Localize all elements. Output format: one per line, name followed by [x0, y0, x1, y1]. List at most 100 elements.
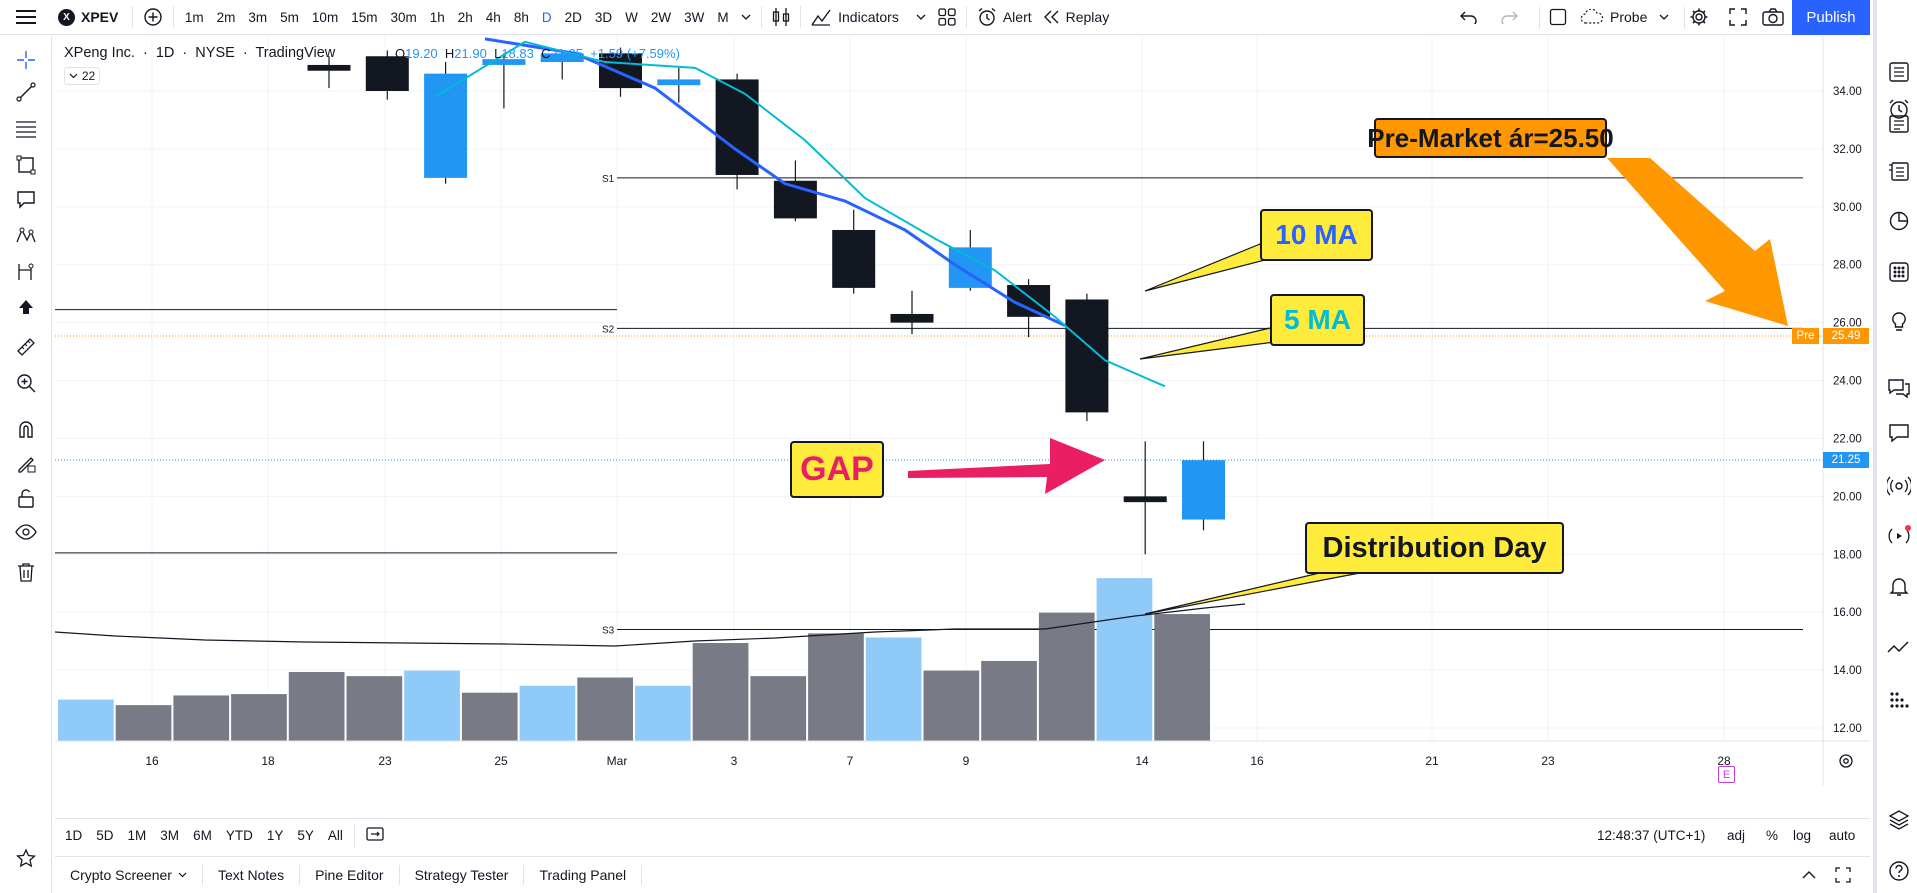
distribution-day-annotation[interactable]: Distribution Day: [1305, 522, 1564, 574]
interval-m[interactable]: M: [717, 9, 729, 25]
interval-w[interactable]: W: [625, 9, 638, 25]
auto-toggle[interactable]: auto: [1829, 828, 1856, 843]
pattern-icon[interactable]: [12, 222, 40, 250]
range-5y[interactable]: 5Y: [297, 828, 314, 843]
dom-icon[interactable]: [1885, 686, 1913, 714]
indicators-button[interactable]: Indicators: [805, 0, 932, 35]
alerts-icon[interactable]: [1885, 95, 1913, 123]
price-tick-label: 22.00: [1833, 433, 1862, 445]
ideas-icon[interactable]: [1885, 308, 1913, 336]
calendar-icon[interactable]: [1885, 207, 1913, 235]
draw-lock-icon[interactable]: [12, 449, 40, 477]
streams-icon[interactable]: [1885, 472, 1913, 500]
zoom-in-icon[interactable]: [12, 369, 40, 397]
chats-icon[interactable]: [1885, 374, 1913, 402]
compare-symbol-button[interactable]: [137, 0, 169, 35]
magnet-icon[interactable]: [12, 415, 40, 443]
tab-strategy-tester[interactable]: Strategy Tester: [414, 867, 509, 883]
screenshot-button[interactable]: [1756, 0, 1790, 35]
interval-3w[interactable]: 3W: [684, 9, 705, 25]
redo-button[interactable]: [1494, 0, 1524, 35]
tab-text-notes[interactable]: Text Notes: [217, 867, 285, 883]
chart-canvas[interactable]: S1 S2 S3 34.00 32.00 30.00 28.00 26.00 24.00 22.…: [55, 36, 1870, 786]
ma10-annotation[interactable]: 10 MA: [1260, 209, 1373, 261]
adj-toggle[interactable]: adj: [1727, 828, 1746, 843]
interval-2w[interactable]: 2W: [650, 9, 672, 25]
log-toggle[interactable]: log: [1793, 828, 1812, 843]
object-tree-icon[interactable]: [1885, 806, 1913, 834]
alert-button[interactable]: Alert: [971, 0, 1038, 35]
undo-button[interactable]: [1454, 0, 1484, 35]
interval-d[interactable]: D: [541, 9, 552, 25]
interval-2d[interactable]: 2D: [564, 9, 582, 25]
prediction-icon[interactable]: [12, 258, 40, 286]
interval-3d[interactable]: 3D: [594, 9, 613, 25]
range-3m[interactable]: 3M: [160, 828, 180, 843]
tab-pine-editor[interactable]: Pine Editor: [315, 867, 384, 883]
hotlist-icon[interactable]: [1885, 157, 1913, 185]
legend-collapse-button[interactable]: 22: [64, 67, 100, 85]
tab-crypto-screener[interactable]: Crypto Screener: [55, 867, 194, 883]
layouts-button[interactable]: [932, 0, 962, 35]
percent-toggle[interactable]: %: [1766, 828, 1779, 843]
rectangle-icon[interactable]: [12, 151, 40, 179]
watchlist-icon[interactable]: [1885, 58, 1913, 86]
screener-icon[interactable]: [1885, 258, 1913, 286]
maximize-panel-button[interactable]: [1829, 858, 1857, 893]
interval-1h[interactable]: 1h: [429, 9, 445, 25]
range-all[interactable]: All: [327, 828, 343, 843]
probe-button[interactable]: Probe: [1574, 0, 1675, 35]
crosshair-icon[interactable]: [12, 46, 40, 74]
chart-pane[interactable]: S1 S2 S3 34.00 32.00 30.00 28.00 26.00 24.00 22.…: [55, 36, 1870, 786]
range-6m[interactable]: 6M: [193, 828, 212, 843]
interval-1m[interactable]: 1m: [184, 9, 204, 25]
replay-button[interactable]: Replay: [1038, 0, 1116, 35]
fib-retracement-icon[interactable]: [12, 115, 40, 143]
premarket-annotation[interactable]: Pre-Market ár=25.50: [1367, 118, 1614, 158]
text-note-icon[interactable]: [12, 186, 40, 214]
range-5d[interactable]: 5D: [96, 828, 114, 843]
broadcast-icon[interactable]: [1885, 522, 1913, 550]
interval-30m[interactable]: 30m: [390, 9, 417, 25]
timezone-clock[interactable]: 12:48:37 (UTC+1): [1597, 828, 1706, 843]
settings-button[interactable]: [1683, 0, 1715, 35]
volume-bar: [577, 677, 633, 741]
trading-panel-icon[interactable]: [1885, 635, 1913, 663]
interval-15m[interactable]: 15m: [351, 9, 378, 25]
star-icon[interactable]: [12, 844, 40, 872]
range-1d[interactable]: 1D: [65, 828, 83, 843]
earnings-badge[interactable]: E: [1718, 766, 1735, 783]
range-1m[interactable]: 1M: [127, 828, 147, 843]
data-window-icon[interactable]: [1885, 110, 1913, 138]
tab-trading-panel[interactable]: Trading Panel: [539, 867, 627, 883]
ruler-icon[interactable]: [12, 333, 40, 361]
arrow-up-icon[interactable]: [12, 293, 40, 321]
notifications-icon[interactable]: [1885, 572, 1913, 600]
goto-date-button[interactable]: [359, 826, 391, 845]
interval-3m[interactable]: 3m: [248, 9, 268, 25]
interval-4h[interactable]: 4h: [485, 9, 501, 25]
publish-button[interactable]: Publish: [1792, 0, 1870, 35]
lock-icon[interactable]: [12, 484, 40, 512]
fullscreen-button[interactable]: [1723, 0, 1753, 35]
chart-type-button[interactable]: [766, 0, 796, 35]
interval-8h[interactable]: 8h: [513, 9, 529, 25]
trash-icon[interactable]: [12, 558, 40, 586]
ma5-annotation[interactable]: 5 MA: [1270, 294, 1365, 346]
interval-2h[interactable]: 2h: [457, 9, 473, 25]
messages-icon[interactable]: [1885, 419, 1913, 447]
trend-line-icon[interactable]: [12, 78, 40, 106]
range-ytd[interactable]: YTD: [225, 828, 253, 843]
interval-2m[interactable]: 2m: [216, 9, 236, 25]
range-1y[interactable]: 1Y: [266, 828, 284, 843]
interval-5m[interactable]: 5m: [280, 9, 299, 25]
gap-annotation[interactable]: GAP: [790, 441, 884, 498]
interval-10m[interactable]: 10m: [311, 9, 339, 25]
collapse-panel-button[interactable]: [1796, 858, 1822, 893]
fullscreen-layout-button[interactable]: [1543, 0, 1573, 35]
menu-icon[interactable]: [0, 0, 52, 35]
interval-dropdown[interactable]: [735, 0, 757, 35]
eye-icon[interactable]: [12, 518, 40, 546]
help-icon[interactable]: [1885, 857, 1913, 885]
symbol-search-button[interactable]: X XPEV: [52, 0, 128, 35]
